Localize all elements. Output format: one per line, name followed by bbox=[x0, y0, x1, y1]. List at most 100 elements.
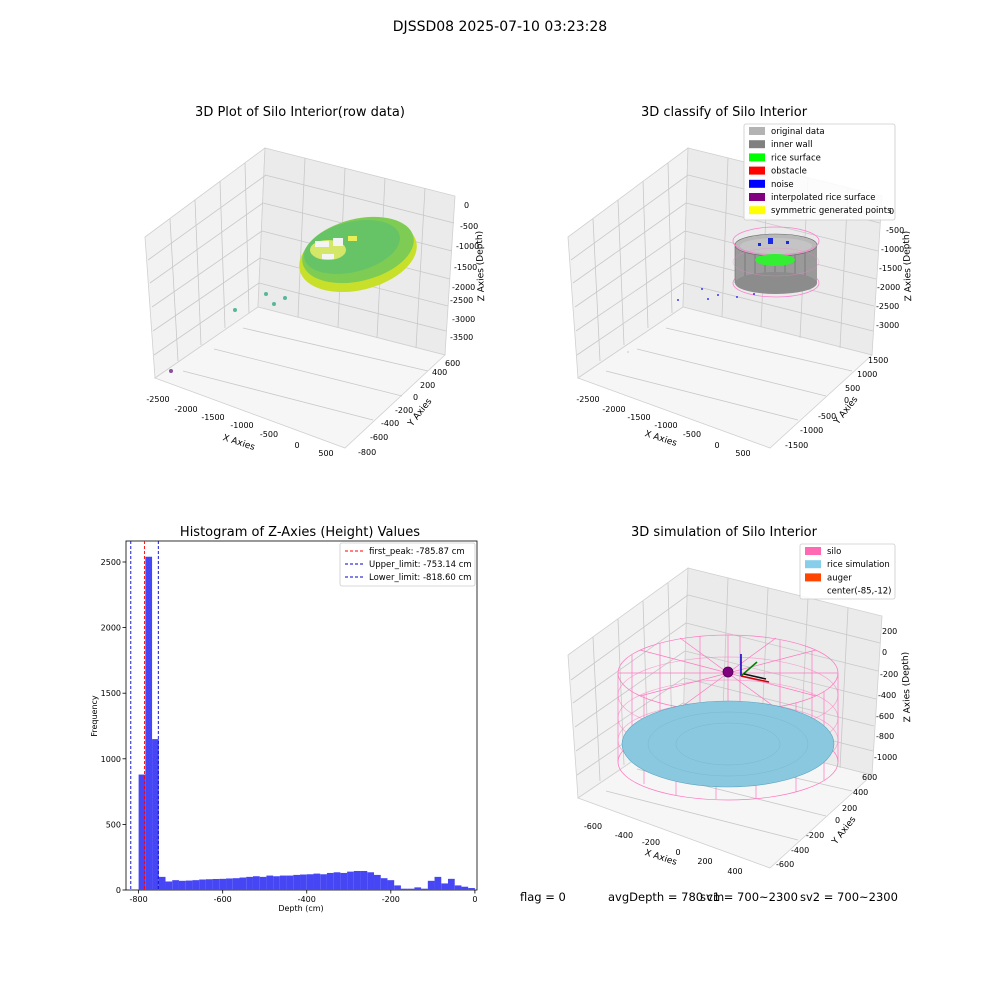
classify-legend-label: inner wall bbox=[771, 140, 812, 150]
histogram-xtick-label: -600 bbox=[214, 895, 232, 904]
histogram-xtick-label: -400 bbox=[298, 895, 316, 904]
simulation-y-ticks: -600 -400 -200 0 200 400 600 bbox=[776, 773, 877, 869]
simulation-ztick: 0 bbox=[882, 648, 887, 657]
raw-zlabel: Z Axies (Depth) bbox=[475, 231, 487, 302]
classify-legend-label: obstacle bbox=[771, 167, 807, 177]
simulation-legend: silo rice simulation auger center(-85,-12) bbox=[799, 543, 896, 600]
raw-xtick: -2500 bbox=[146, 395, 169, 404]
raw-xtick: 0 bbox=[294, 441, 299, 450]
histogram-bar bbox=[414, 887, 422, 890]
classify-legend-swatch bbox=[749, 166, 765, 175]
histogram-bar bbox=[306, 874, 314, 890]
panel-classify-title: 3D classify of Silo Interior bbox=[641, 105, 808, 120]
classify-ztick: 0 bbox=[889, 207, 894, 216]
classify-ztick: -2500 bbox=[876, 302, 899, 311]
simulation-xtick: -600 bbox=[584, 822, 602, 831]
footer-flag: flag = 0 bbox=[520, 890, 566, 904]
histogram-bar bbox=[313, 873, 321, 890]
histogram-bar bbox=[333, 872, 341, 890]
histogram-bar bbox=[152, 739, 159, 890]
classify-xtick: -1000 bbox=[654, 421, 677, 430]
classify-xtick: -1500 bbox=[627, 413, 650, 422]
panel-simulation: 3D simulation of Silo Interior bbox=[567, 525, 913, 876]
simulation-ztick: -200 bbox=[880, 670, 898, 679]
raw-xtick: -1500 bbox=[201, 413, 224, 422]
status-footer: flag = 0 avgDepth = 780 cm sv1 = 700~230… bbox=[520, 890, 898, 904]
histogram-legend-label: Lower_limit: -818.60 cm bbox=[369, 573, 471, 583]
histogram-bar bbox=[347, 871, 354, 890]
simulation-ztick: -600 bbox=[876, 712, 894, 721]
simulation-legend-label: center(-85,-12) bbox=[827, 587, 891, 597]
classify-xtick: 500 bbox=[735, 449, 750, 458]
classify-y-ticks: -1500 -1000 -500 0 500 1000 1500 bbox=[785, 356, 888, 450]
classify-ztick: -500 bbox=[886, 226, 904, 235]
simulation-xtick: 0 bbox=[675, 848, 680, 857]
classify-x-ticks: -2500 -2000 -1500 -1000 -500 0 500 bbox=[576, 395, 750, 458]
classify-ztick: -2000 bbox=[877, 283, 900, 292]
raw-ytick: -600 bbox=[370, 433, 388, 442]
raw-xtick: -1000 bbox=[230, 421, 253, 430]
histogram-bar bbox=[394, 885, 401, 890]
histogram-bar bbox=[400, 888, 408, 890]
histogram-bar bbox=[367, 872, 375, 890]
classify-zlabel: Z Axies (Depth) bbox=[902, 231, 914, 302]
raw-ztick: -2000 bbox=[452, 283, 475, 292]
classify-legend-swatch bbox=[749, 127, 765, 135]
raw-xtick: -2000 bbox=[174, 405, 197, 414]
simulation-xtick: 400 bbox=[727, 867, 742, 876]
simulation-ytick: 0 bbox=[835, 816, 840, 825]
histogram-bar bbox=[219, 878, 227, 890]
simulation-legend-label: rice simulation bbox=[827, 560, 890, 570]
classify-legend-label: symmetric generated points bbox=[771, 206, 892, 216]
raw-axes-box bbox=[144, 147, 456, 449]
histogram-bar bbox=[259, 876, 267, 890]
histogram-bar bbox=[232, 878, 240, 890]
simulation-xlabel: X Axies bbox=[643, 848, 678, 868]
histogram-bar bbox=[212, 878, 220, 890]
classify-xtick: -2000 bbox=[602, 405, 625, 414]
classify-cylinder bbox=[627, 226, 820, 353]
raw-xlabel: X Axies bbox=[221, 433, 256, 453]
classify-xtick: -2500 bbox=[576, 395, 599, 404]
raw-y-ticks: -800 -600 -400 -200 0 200 400 600 bbox=[358, 359, 460, 457]
histogram-legend: first_peak: -785.87 cm Upper_limit: -753.… bbox=[339, 542, 476, 587]
histogram-ytick-label: 1500 bbox=[101, 689, 121, 698]
raw-xtick: -500 bbox=[260, 430, 278, 439]
histogram-bar bbox=[300, 874, 307, 890]
simulation-legend-label: silo bbox=[827, 547, 841, 557]
histogram-bar bbox=[353, 870, 361, 890]
simulation-legend-swatch bbox=[805, 547, 821, 555]
histogram-bar bbox=[461, 886, 469, 890]
raw-ztick: -3500 bbox=[450, 333, 473, 342]
classify-ytick: 1000 bbox=[857, 370, 877, 379]
panel-simulation-title: 3D simulation of Silo Interior bbox=[631, 525, 818, 540]
simulation-zlabel: Z Axies (Depth) bbox=[901, 652, 913, 723]
histogram-bar bbox=[340, 872, 348, 890]
raw-ytick: -800 bbox=[358, 448, 376, 457]
footer-sv2: sv2 = 700~2300 bbox=[800, 890, 898, 904]
classify-z-ticks: 0 -500 -1000 -1500 -2000 -2500 -3000 bbox=[876, 207, 904, 330]
simulation-legend-swatch bbox=[805, 560, 821, 569]
panel-histogram: Histogram of Z-Axies (Height) Values -80… bbox=[90, 525, 477, 913]
histogram-bar bbox=[205, 879, 213, 890]
raw-xtick: 500 bbox=[318, 449, 333, 458]
histogram-bar bbox=[454, 885, 462, 890]
classify-legend-label: original data bbox=[771, 127, 825, 137]
histogram-bar bbox=[326, 872, 334, 890]
histogram-bar bbox=[441, 883, 448, 890]
classify-legend-swatch bbox=[749, 140, 765, 149]
classify-legend: original data inner wall rice surface obsta… bbox=[743, 123, 896, 221]
histogram-xtick-label: -800 bbox=[130, 895, 148, 904]
simulation-xtick: -400 bbox=[615, 831, 633, 840]
histogram-bar bbox=[266, 875, 274, 890]
histogram-bars bbox=[138, 556, 475, 890]
raw-ztick: -1500 bbox=[454, 263, 477, 272]
histogram-bar bbox=[273, 876, 280, 890]
raw-surface-cloud bbox=[169, 216, 417, 373]
histogram-ytick-label: 2000 bbox=[101, 624, 121, 633]
histogram-bar bbox=[434, 876, 442, 890]
histogram-xlabel: Depth (cm) bbox=[278, 904, 323, 913]
raw-ztick: 0 bbox=[464, 201, 469, 210]
histogram-bar bbox=[468, 888, 475, 890]
